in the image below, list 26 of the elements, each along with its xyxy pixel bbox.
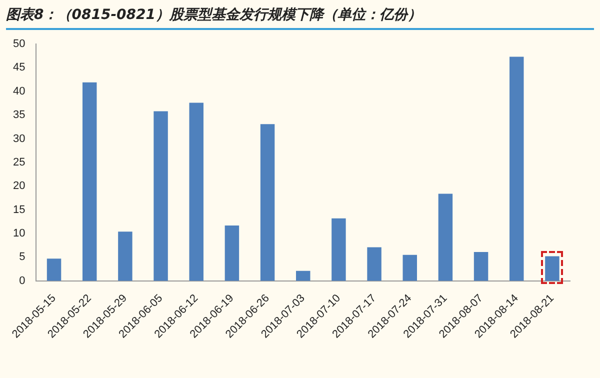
bar — [402, 254, 417, 281]
bar — [438, 194, 453, 281]
y-tick-label: 10 — [12, 228, 26, 240]
bar — [189, 102, 204, 281]
y-tick-label: 35 — [12, 109, 26, 122]
bar — [118, 232, 132, 281]
y-tick-label: 40 — [12, 85, 26, 98]
bar — [154, 111, 168, 281]
y-tick-label: 15 — [12, 204, 26, 216]
bar — [332, 218, 346, 281]
y-tick-label: 5 — [19, 251, 26, 264]
bar — [224, 225, 240, 281]
chart-title: 图表8：（0815-0821）股票型基金发行规模下降（单位：亿份） — [6, 6, 594, 30]
y-tick-label: 25 — [12, 156, 26, 168]
y-tick-label: 50 — [12, 38, 26, 50]
y-tick-label: 20 — [12, 180, 26, 192]
bar — [367, 247, 382, 281]
bar — [260, 124, 275, 281]
bar — [510, 56, 524, 281]
bar — [46, 258, 62, 281]
y-tick-label: 0 — [19, 274, 26, 287]
bar — [296, 270, 310, 281]
bar — [474, 252, 488, 281]
y-tick-label: 45 — [12, 62, 26, 74]
y-tick-label: 30 — [12, 132, 26, 145]
bar — [82, 82, 97, 281]
